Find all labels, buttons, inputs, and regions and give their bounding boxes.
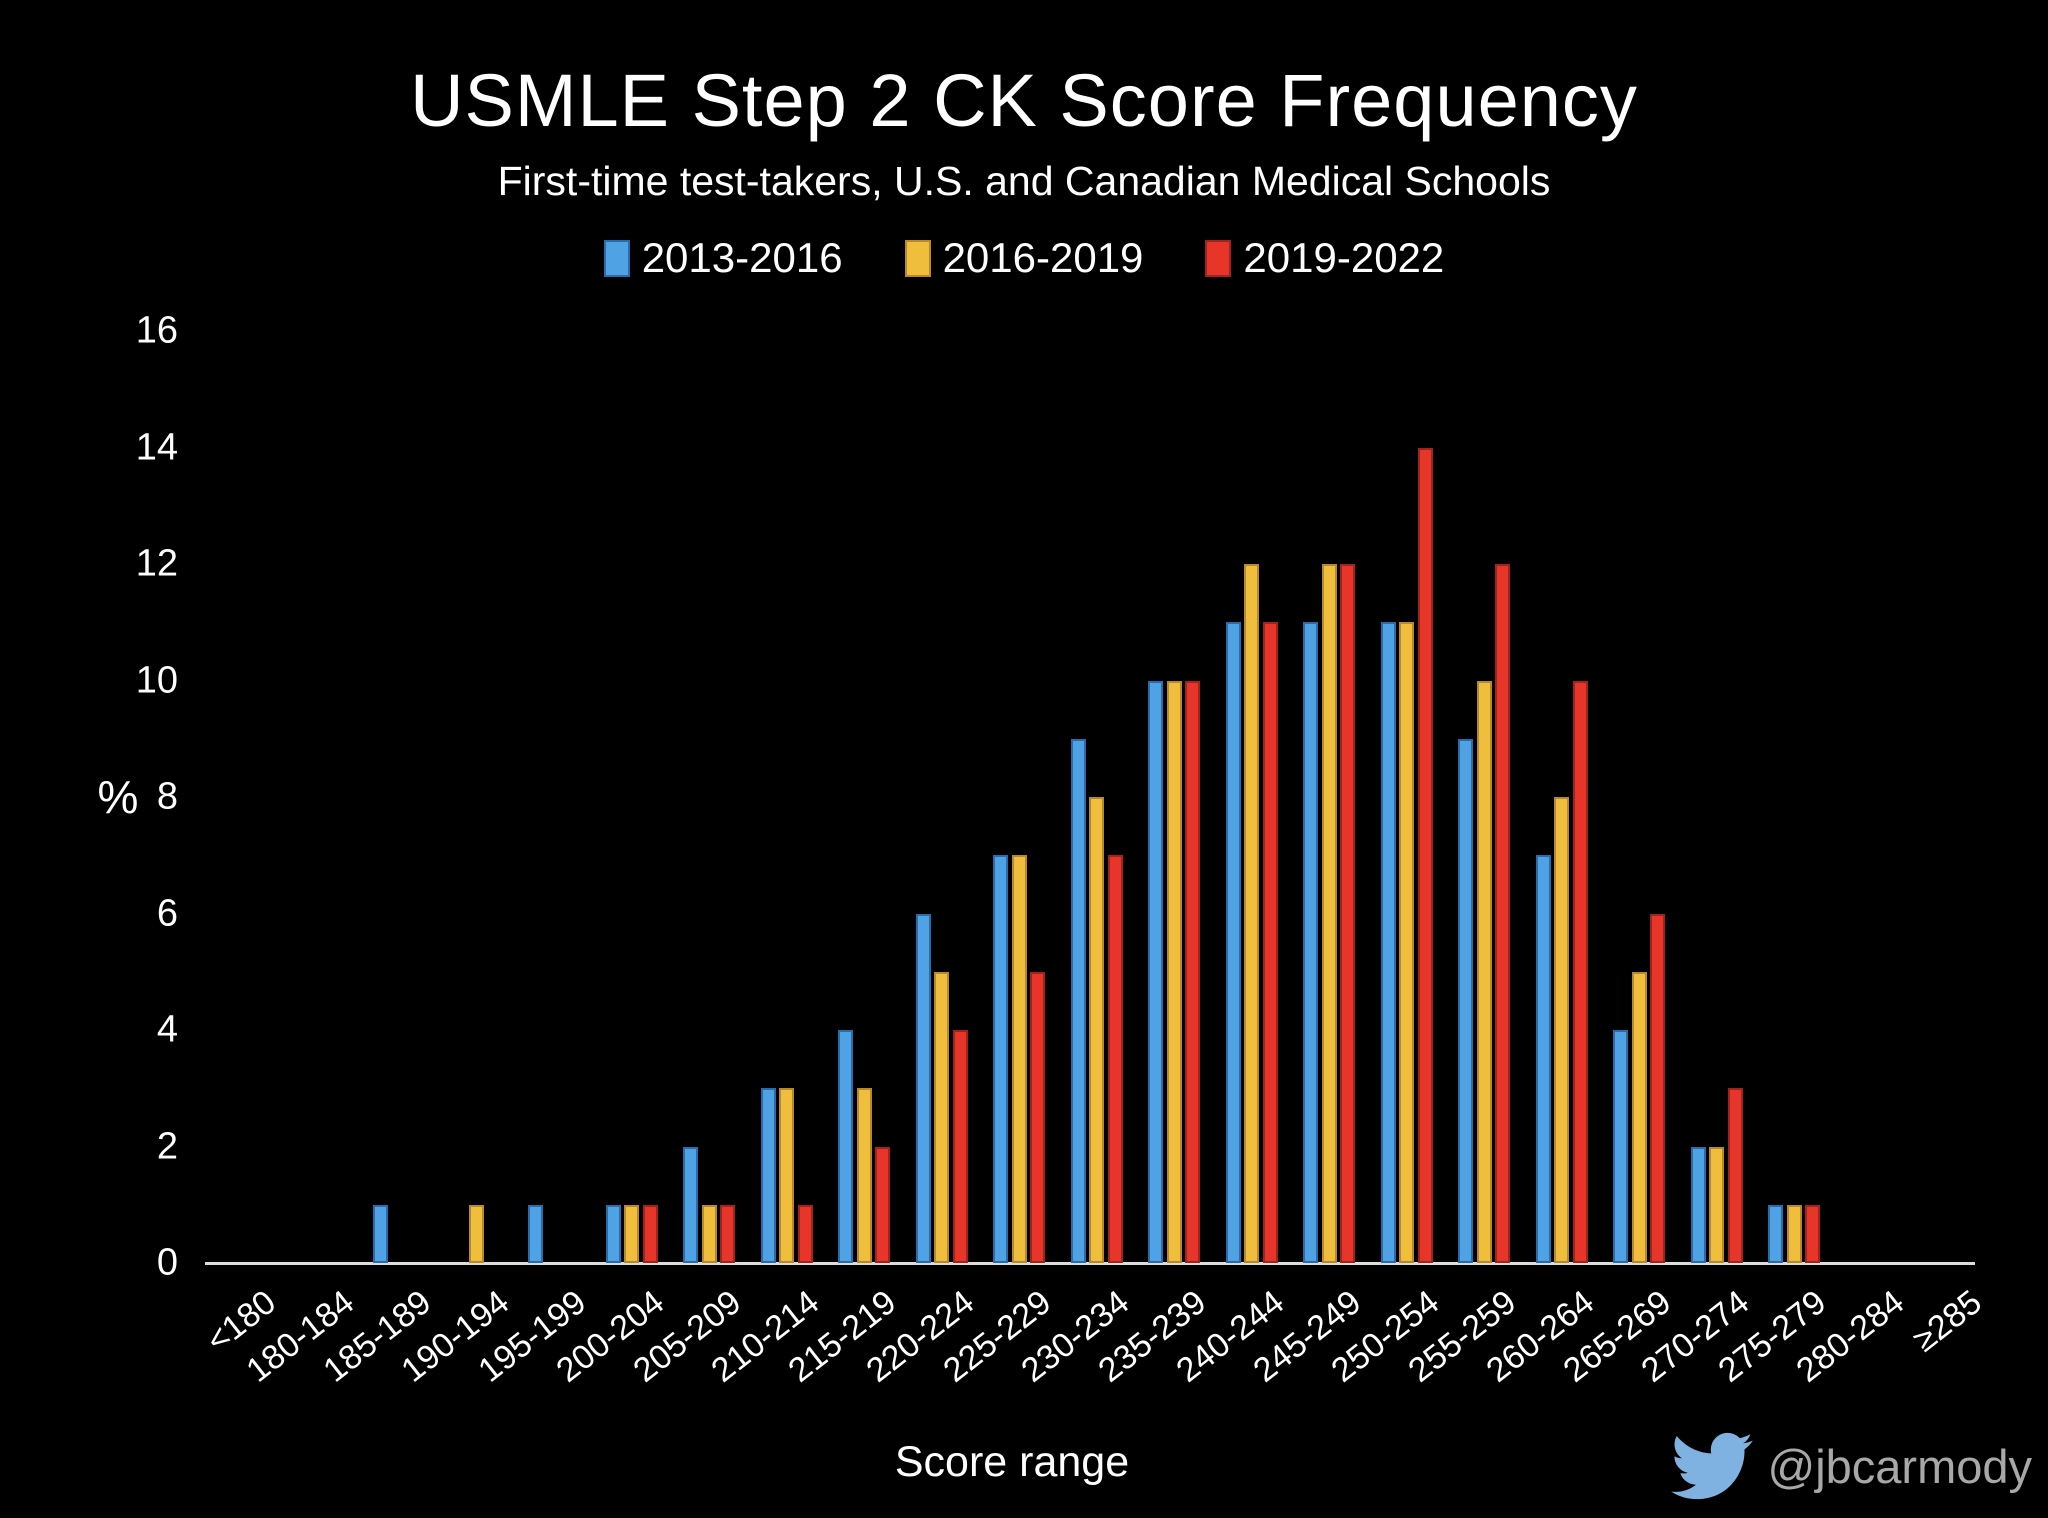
y-axis-tick-label: 16 [135, 309, 178, 352]
bar-2016-2019-260-264 [1554, 797, 1569, 1263]
bar-2019-2022-255-259 [1495, 564, 1510, 1263]
bar-2016-2019-225-229 [1011, 855, 1027, 1263]
bar-2019-2022-270-274 [1727, 1088, 1743, 1263]
y-axis-tick-label: 10 [135, 659, 178, 701]
bar-2013-2016-265-269 [1613, 1030, 1628, 1263]
bar-2016-2019-215-219 [856, 1088, 872, 1263]
legend-item-2019-2022: 2019-2022 [1205, 234, 1444, 282]
bar-2019-2022-205-209 [720, 1204, 735, 1263]
bar-2016-2019-210-214 [779, 1088, 794, 1263]
bar-2019-2022-235-239 [1185, 680, 1200, 1263]
legend-item-2016-2019: 2016-2019 [904, 234, 1144, 282]
bar-2019-2022-245-249 [1340, 564, 1355, 1263]
y-axis-tick-label: 6 [156, 892, 178, 934]
bar-2013-2016-215-219 [838, 1030, 853, 1263]
legend-item-2013-2016: 2013-2016 [603, 234, 843, 282]
bar-2013-2016-250-254 [1380, 622, 1396, 1263]
legend-swatch-icon [603, 239, 630, 277]
y-axis-title: % [97, 771, 139, 823]
bar-2013-2016-195-199 [528, 1204, 543, 1263]
x-axis-title: Score range [894, 1438, 1130, 1486]
bar-2019-2022-250-254 [1417, 447, 1433, 1263]
y-axis-tick-label: 12 [135, 542, 178, 585]
legend-label: 2013-2016 [641, 234, 843, 281]
bar-2016-2019-240-244 [1244, 564, 1259, 1263]
y-axis-tick-label: 8 [156, 775, 178, 818]
bar-2019-2022-215-219 [875, 1146, 890, 1263]
x-axis-tick-label: ≥285 [1905, 1283, 1989, 1360]
bar-2016-2019-265-269 [1631, 971, 1647, 1263]
bar-2013-2016-185-189 [373, 1204, 388, 1263]
bar-2016-2019-230-234 [1089, 797, 1104, 1263]
x-axis-line [205, 1262, 1975, 1265]
bar-2019-2022-265-269 [1650, 913, 1665, 1263]
bar-2013-2016-240-244 [1225, 622, 1241, 1263]
y-axis-tick-label: 14 [135, 426, 178, 468]
bar-2016-2019-250-254 [1399, 622, 1414, 1263]
bar-2013-2016-210-214 [760, 1088, 776, 1263]
bar-2013-2016-255-259 [1458, 738, 1473, 1263]
bar-2013-2016-205-209 [683, 1146, 698, 1263]
twitter-bird-icon [1671, 1432, 1754, 1500]
bar-2013-2016-275-279 [1768, 1204, 1783, 1263]
legend-label: 2016-2019 [942, 234, 1144, 281]
bar-2013-2016-225-229 [993, 855, 1008, 1263]
legend-swatch-icon [904, 239, 931, 277]
twitter-handle: @jbcarmody [1767, 1439, 2032, 1493]
bar-2019-2022-220-224 [952, 1030, 968, 1263]
bar-2016-2019-245-249 [1321, 564, 1337, 1263]
legend-label: 2019-2022 [1243, 234, 1445, 281]
legend-swatch-icon [1205, 239, 1232, 277]
bar-2016-2019-220-224 [934, 971, 949, 1263]
bar-2013-2016-245-249 [1303, 622, 1318, 1263]
bar-2019-2022-260-264 [1572, 680, 1588, 1263]
bar-2013-2016-200-204 [605, 1204, 621, 1263]
bar-2019-2022-230-234 [1107, 855, 1123, 1263]
page-subtitle: First-time test-takers, U.S. and Canadia… [497, 158, 1551, 204]
bar-2013-2016-235-239 [1148, 680, 1163, 1263]
bar-2019-2022-275-279 [1805, 1204, 1820, 1263]
bar-2013-2016-230-234 [1070, 738, 1086, 1263]
bar-2019-2022-200-204 [642, 1204, 658, 1263]
page-title: USMLE Step 2 CK Score Frequency [410, 59, 1638, 142]
bar-2019-2022-225-229 [1030, 971, 1045, 1263]
bar-2016-2019-205-209 [701, 1204, 717, 1263]
bar-2016-2019-270-274 [1709, 1146, 1724, 1263]
bar-2016-2019-255-259 [1476, 680, 1492, 1263]
bar-2016-2019-275-279 [1786, 1204, 1802, 1263]
bar-2013-2016-260-264 [1535, 855, 1551, 1263]
bar-2013-2016-220-224 [915, 913, 931, 1263]
y-axis-tick-label: 2 [156, 1125, 178, 1167]
bar-2016-2019-200-204 [624, 1204, 639, 1263]
bar-2016-2019-190-194 [469, 1204, 484, 1263]
y-axis-tick-label: 4 [156, 1008, 178, 1051]
bar-2019-2022-240-244 [1262, 622, 1278, 1263]
bar-2016-2019-235-239 [1166, 680, 1182, 1263]
author-watermark: @jbcarmody [1671, 1432, 2032, 1500]
bar-2013-2016-270-274 [1690, 1146, 1706, 1263]
bar-2019-2022-210-214 [797, 1204, 813, 1263]
y-axis-tick-label: 0 [156, 1241, 178, 1284]
chart-legend: 2013-2016 2016-2019 2019-2022 [0, 234, 2048, 282]
